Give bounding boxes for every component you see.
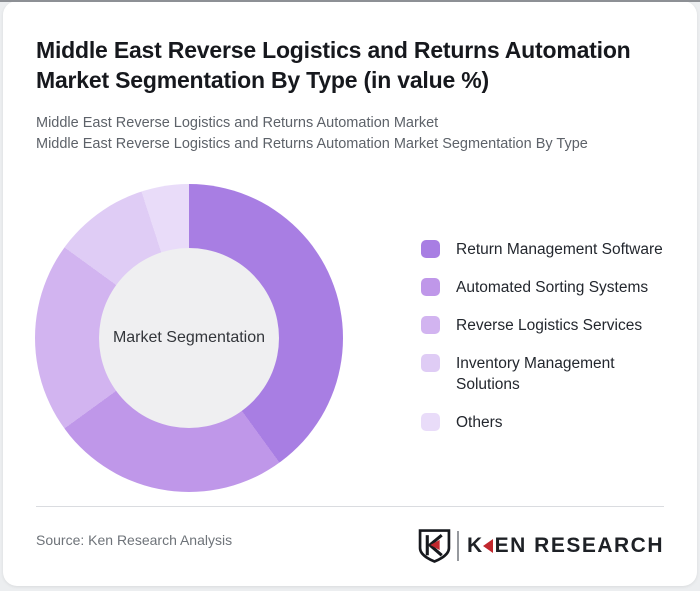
logo-wordmark: K EN RESEARCH xyxy=(467,534,664,558)
footer-divider xyxy=(36,506,664,507)
legend-label: Automated Sorting Systems xyxy=(456,279,649,296)
logo-divider xyxy=(456,531,459,561)
legend-swatch xyxy=(421,354,440,372)
page-title: Middle East Reverse Logistics and Return… xyxy=(36,35,681,95)
legend-label: Reverse Logistics Services xyxy=(456,317,643,334)
donut-center: Market Segmentation xyxy=(99,248,279,428)
legend-item: Return Management Software xyxy=(421,239,671,260)
logo-red-triangle-icon xyxy=(482,539,493,553)
legend-swatch xyxy=(421,316,440,334)
legend-item: Inventory Management Solutions xyxy=(421,353,671,395)
legend-item: Automated Sorting Systems xyxy=(421,277,671,298)
logo-wordmark-k: K xyxy=(466,534,484,557)
legend-label: Return Management Software xyxy=(456,241,663,258)
donut-chart: Market Segmentation xyxy=(35,184,343,492)
legend-swatch xyxy=(421,413,440,431)
window-top-edge xyxy=(0,0,700,2)
shield-k-icon xyxy=(418,529,451,563)
infographic-card: Middle East Reverse Logistics and Return… xyxy=(3,1,697,586)
page-title-line-2: Market Segmentation By Type (in value %) xyxy=(36,67,489,93)
legend-swatch xyxy=(421,278,440,296)
page-title-line-1: Middle East Reverse Logistics and Return… xyxy=(36,37,631,63)
subtitle-line-1: Middle East Reverse Logistics and Return… xyxy=(36,115,439,131)
legend: Return Management Software Automated Sort… xyxy=(421,239,671,450)
legend-label: Others xyxy=(456,414,503,431)
logo-wordmark-rest: EN RESEARCH xyxy=(494,534,664,557)
donut-center-label: Market Segmentation xyxy=(112,329,266,346)
ken-research-logo: K EN RESEARCH xyxy=(418,528,664,564)
subtitle-line-2: Middle East Reverse Logistics and Return… xyxy=(36,136,588,152)
source-note: Source: Ken Research Analysis xyxy=(36,532,233,548)
legend-item: Others xyxy=(421,412,671,433)
legend-swatch xyxy=(421,240,440,258)
legend-label: Inventory Management Solutions xyxy=(456,355,615,393)
subtitle: Middle East Reverse Logistics and Return… xyxy=(36,113,681,155)
legend-item: Reverse Logistics Services xyxy=(421,315,671,336)
